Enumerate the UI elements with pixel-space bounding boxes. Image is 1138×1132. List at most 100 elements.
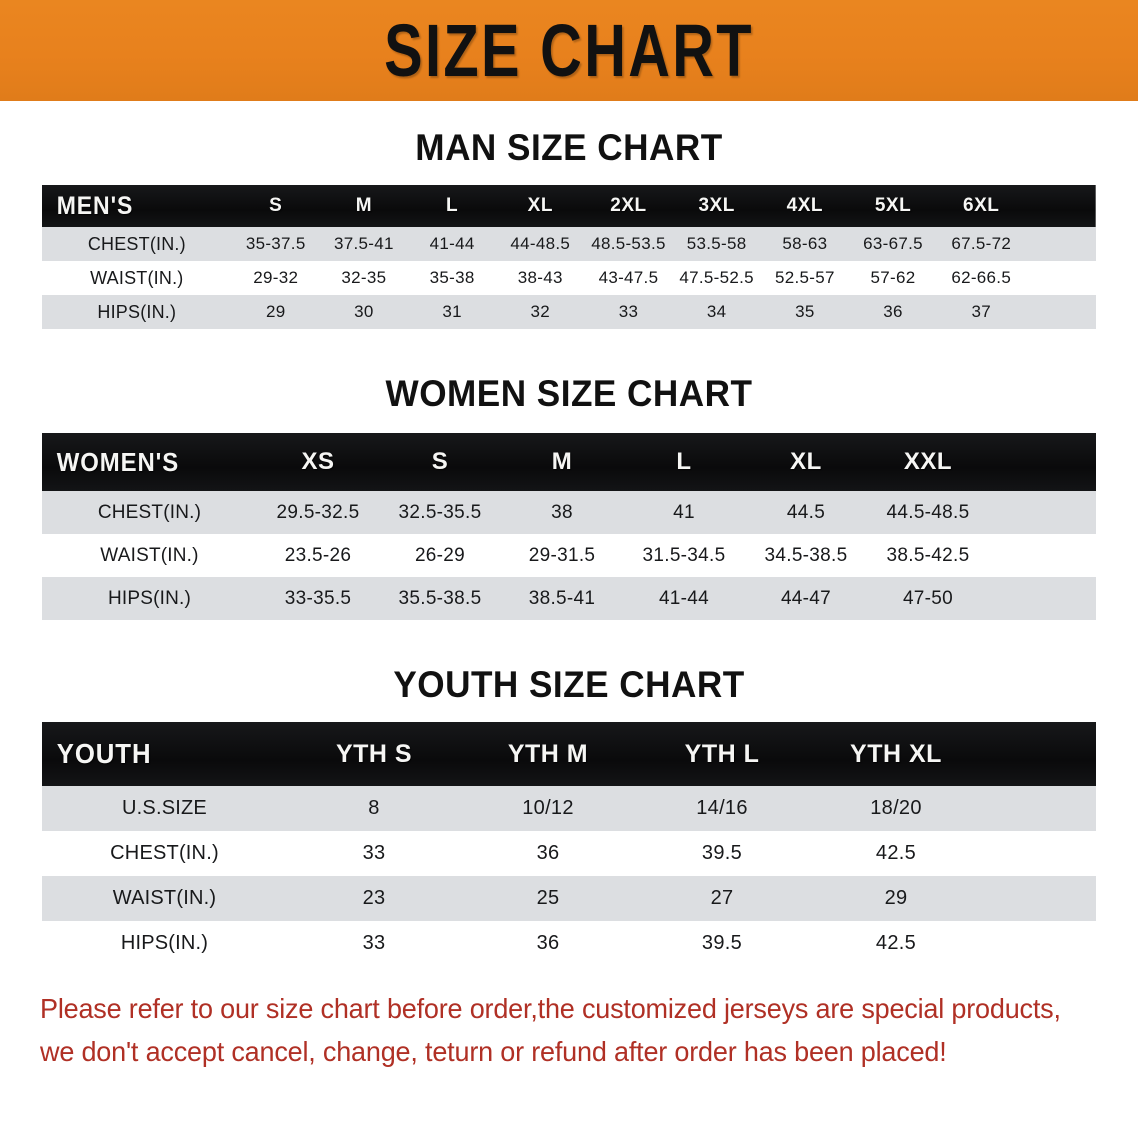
women-size-header: XXL	[903, 448, 953, 475]
disclaimer: Please refer to our size chart before or…	[40, 988, 1061, 1073]
man-measurement-cell: 30	[319, 295, 408, 329]
man-measurement-cell: 36	[848, 295, 938, 329]
man-measurement-cell: 57-62	[848, 261, 938, 295]
youth-row-spacer	[983, 921, 1096, 966]
man-measurement-cell: 35-38	[408, 261, 497, 295]
youth-measurement-cell: 33	[287, 921, 461, 966]
youth-header-spacer	[983, 722, 1096, 786]
man-measurement-cell: 41-44	[408, 227, 497, 261]
man-row-spacer	[1025, 295, 1096, 329]
youth-row-label: WAIST(IN.)	[42, 876, 287, 921]
man-table-body: CHEST(IN.) 35-37.5 37.5-41 41-44 44-48.5 48.5…	[42, 227, 1096, 329]
man-measurement-cell: 44-48.5	[496, 227, 585, 261]
youth-measurement-cell: 39.5	[635, 831, 809, 876]
youth-table-head: YOUTH YTH S YTH M YTH L YTH XL	[42, 722, 1096, 786]
women-measurement-cell: 44.5	[745, 491, 867, 534]
women-measurement-cell: 32.5-35.5	[379, 491, 501, 534]
disclaimer-line-1: Please refer to our size chart before or…	[40, 993, 1061, 1024]
youth-section-title: YOUTH SIZE CHART	[393, 664, 745, 705]
women-size-header: M	[551, 448, 573, 475]
man-size-header: XL	[527, 195, 553, 216]
women-size-table: WOMEN'S XS S M L XL XXL CHEST(IN.) 29.5-32.5 32.…	[42, 433, 1096, 620]
women-section-title: WOMEN SIZE CHART	[385, 373, 753, 414]
women-size-header: L	[676, 448, 692, 475]
man-measurement-cell: 38-43	[496, 261, 585, 295]
women-measurement-cell: 38.5-41	[501, 577, 623, 620]
youth-row-spacer	[983, 876, 1096, 921]
man-measurement-cell: 37.5-41	[319, 227, 408, 261]
women-measurement-cell: 44.5-48.5	[867, 491, 989, 534]
page-banner: SIZE CHART	[0, 0, 1138, 101]
youth-measurement-cell: 39.5	[635, 921, 809, 966]
women-row-spacer	[989, 534, 1096, 577]
women-row-spacer	[989, 491, 1096, 534]
man-size-header: 2XL	[610, 195, 647, 216]
women-measurement-cell: 35.5-38.5	[379, 577, 501, 620]
youth-measurement-cell: 33	[287, 831, 461, 876]
man-measurement-cell: 33	[584, 295, 673, 329]
table-row: WAIST(IN.) 29-32 32-35 35-38 38-43 43-47.5 47.…	[42, 261, 1096, 295]
women-size-header: S	[431, 448, 449, 475]
youth-table-wrap: YOUTH YTH S YTH M YTH L YTH XL U.S.SIZE 8 10/1…	[0, 722, 1138, 966]
man-measurement-cell: 37	[937, 295, 1026, 329]
man-row-spacer	[1025, 261, 1096, 295]
women-measurement-cell: 44-47	[745, 577, 867, 620]
man-size-header: M	[355, 195, 373, 216]
youth-row-label: HIPS(IN.)	[42, 921, 287, 966]
man-measurement-cell: 34	[672, 295, 761, 329]
table-row: CHEST(IN.) 35-37.5 37.5-41 41-44 44-48.5 48.5…	[42, 227, 1096, 261]
man-measurement-cell: 32-35	[319, 261, 408, 295]
women-measurement-cell: 41	[623, 491, 745, 534]
women-measurement-cell: 23.5-26	[257, 534, 379, 577]
man-size-header: 4XL	[786, 195, 824, 216]
youth-measurement-cell: 27	[635, 876, 809, 921]
women-measurement-cell: 47-50	[867, 577, 989, 620]
youth-measurement-cell: 36	[461, 921, 635, 966]
man-size-header: 5XL	[874, 195, 912, 216]
youth-size-header: YTH L	[684, 739, 760, 768]
women-measurement-cell: 41-44	[623, 577, 745, 620]
table-row: WAIST(IN.) 23 25 27 29	[42, 876, 1096, 921]
man-measurement-cell: 62-66.5	[937, 261, 1026, 295]
table-row: WAIST(IN.) 23.5-26 26-29 29-31.5 31.5-34.5 34…	[42, 534, 1096, 577]
women-measurement-cell: 38.5-42.5	[867, 534, 989, 577]
table-row: HIPS(IN.) 33-35.5 35.5-38.5 38.5-41 41-44 44-…	[42, 577, 1096, 620]
youth-size-table: YOUTH YTH S YTH M YTH L YTH XL U.S.SIZE 8 10/1…	[42, 722, 1096, 966]
man-row-label: CHEST(IN.)	[42, 227, 232, 261]
women-measurement-cell: 26-29	[379, 534, 501, 577]
youth-measurement-cell: 42.5	[809, 831, 983, 876]
youth-measurement-cell: 23	[287, 876, 461, 921]
youth-size-header: YTH M	[507, 739, 589, 768]
man-row-spacer	[1025, 227, 1096, 261]
youth-measurement-cell: 36	[461, 831, 635, 876]
man-header-row: MEN'S S M L XL 2XL 3XL 4XL 5XL 6XL	[42, 185, 1096, 227]
youth-corner-label: YOUTH	[56, 738, 152, 769]
man-size-header: 3XL	[698, 195, 735, 216]
women-row-spacer	[989, 577, 1096, 620]
women-row-label: CHEST(IN.)	[42, 491, 257, 534]
man-measurement-cell: 63-67.5	[848, 227, 938, 261]
women-row-label: HIPS(IN.)	[42, 577, 257, 620]
page-title: SIZE CHART	[384, 8, 754, 92]
youth-measurement-cell: 25	[461, 876, 635, 921]
man-table-wrap: MEN'S S M L XL 2XL 3XL 4XL 5XL 6XL CHEST(IN.) 35-3…	[0, 185, 1138, 329]
man-measurement-cell: 67.5-72	[937, 227, 1026, 261]
women-corner-label: WOMEN'S	[56, 446, 180, 477]
youth-row-spacer	[983, 786, 1096, 831]
youth-measurement-cell: 18/20	[809, 786, 983, 831]
man-size-header: S	[269, 195, 283, 216]
table-row: U.S.SIZE 8 10/12 14/16 18/20	[42, 786, 1096, 831]
table-row: HIPS(IN.) 33 36 39.5 42.5	[42, 921, 1096, 966]
women-size-header: XL	[790, 448, 822, 475]
man-corner-label: MEN'S	[56, 191, 134, 220]
man-header-spacer	[1025, 185, 1096, 227]
man-measurement-cell: 29	[231, 295, 320, 329]
women-measurement-cell: 29-31.5	[501, 534, 623, 577]
women-table-wrap: WOMEN'S XS S M L XL XXL CHEST(IN.) 29.5-32.5 32.…	[0, 433, 1138, 620]
man-measurement-cell: 32	[496, 295, 585, 329]
man-measurement-cell: 53.5-58	[672, 227, 761, 261]
women-measurement-cell: 31.5-34.5	[623, 534, 745, 577]
disclaimer-line-2: we don't accept cancel, change, teturn o…	[40, 1035, 947, 1067]
women-size-header: XS	[301, 448, 335, 475]
